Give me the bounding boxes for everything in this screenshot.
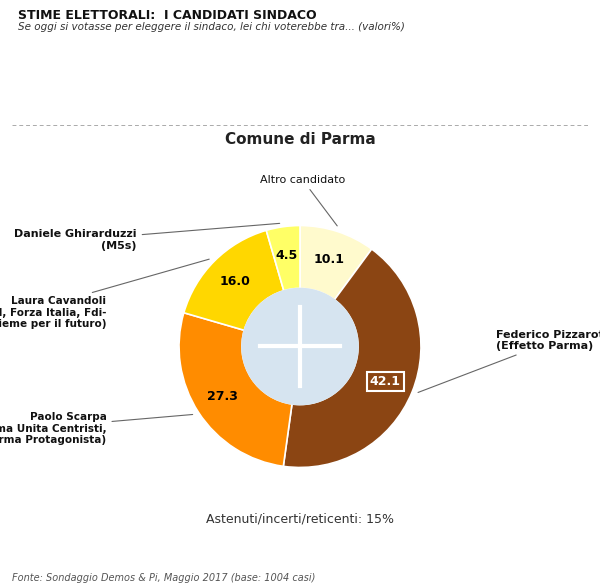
Wedge shape <box>266 226 300 291</box>
Text: 16.0: 16.0 <box>220 275 250 288</box>
Circle shape <box>242 288 358 404</box>
Wedge shape <box>300 226 372 299</box>
Text: 4.5: 4.5 <box>276 249 298 262</box>
Text: Federico Pizzarotti
(Effetto Parma): Federico Pizzarotti (Effetto Parma) <box>418 330 600 393</box>
Text: Fonte: Sondaggio Demos & Pi, Maggio 2017 (base: 1004 casi): Fonte: Sondaggio Demos & Pi, Maggio 2017… <box>12 573 316 583</box>
Text: Comune di Parma: Comune di Parma <box>224 132 376 147</box>
Text: STIME ELETTORALI:  I CANDIDATI SINDACO: STIME ELETTORALI: I CANDIDATI SINDACO <box>18 9 317 22</box>
Text: Altro candidato: Altro candidato <box>260 175 345 226</box>
Text: 10.1: 10.1 <box>313 253 344 265</box>
Wedge shape <box>283 249 421 468</box>
Text: Laura Cavandoli
(Lega Nord, Forza Italia, Fdi-
An, Insieme per il futuro): Laura Cavandoli (Lega Nord, Forza Italia… <box>0 259 209 329</box>
Text: Astenuti/incerti/reticenti: 15%: Astenuti/incerti/reticenti: 15% <box>206 513 394 526</box>
Text: Paolo Scarpa
(Pd, Parma Unita Centristi,
Parma Protagonista): Paolo Scarpa (Pd, Parma Unita Centristi,… <box>0 412 193 445</box>
Text: 42.1: 42.1 <box>370 374 401 388</box>
Text: Daniele Ghirarduzzi
(M5s): Daniele Ghirarduzzi (M5s) <box>14 223 280 251</box>
Text: Se oggi si votasse per eleggere il sindaco, lei chi voterebbe tra... (valori%): Se oggi si votasse per eleggere il sinda… <box>18 22 405 32</box>
Wedge shape <box>184 230 284 331</box>
Wedge shape <box>179 313 292 466</box>
Text: 27.3: 27.3 <box>208 390 238 403</box>
